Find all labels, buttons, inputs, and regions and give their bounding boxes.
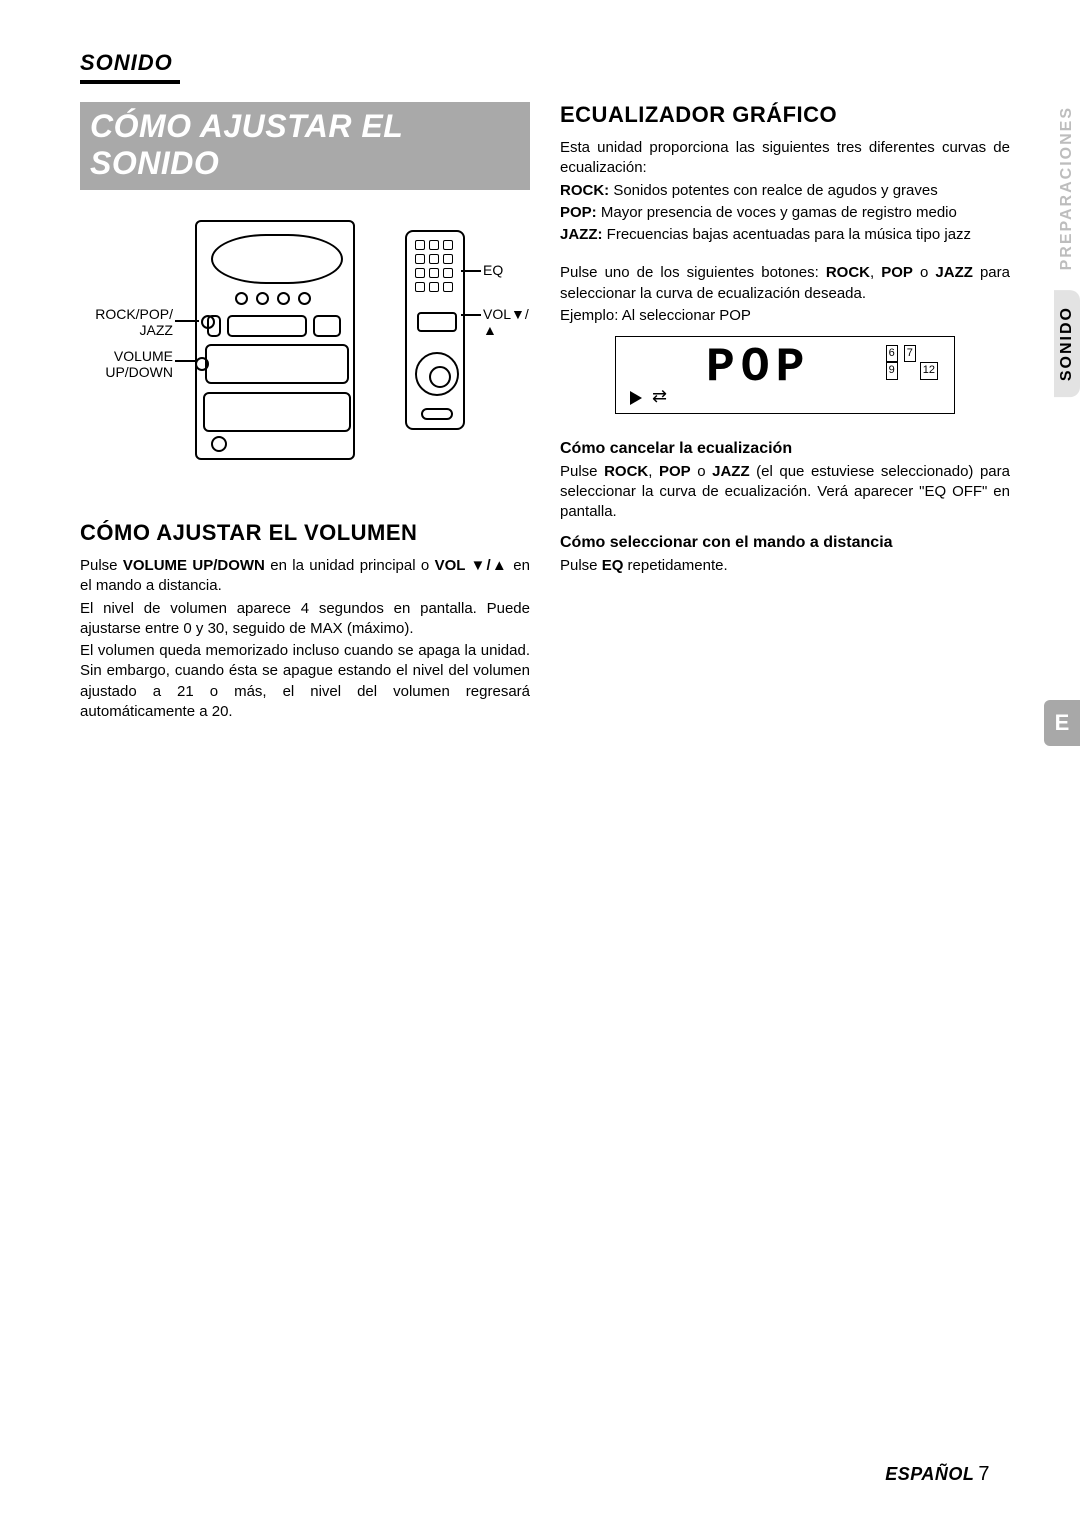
play-icon	[630, 391, 642, 405]
section-underline	[80, 80, 180, 84]
section-label: SONIDO	[80, 50, 1010, 76]
left-p2: El nivel de volumen aparece 4 segundos e…	[80, 599, 530, 640]
right-example: Ejemplo: Al seleccionar POP	[560, 306, 1010, 326]
tab-sonido: SONIDO	[1054, 290, 1080, 397]
lcd-display: POP 67 912 ⇄	[615, 336, 955, 414]
fig-label-vol: VOL▼/▲	[483, 306, 529, 338]
right-jazz: JAZZ: Frecuencias bajas acentuadas para …	[560, 225, 1010, 245]
right-select: Pulse uno de los siguientes botones: ROC…	[560, 263, 1010, 304]
title-banner: CÓMO AJUSTAR EL SONIDO	[80, 102, 530, 190]
fig-label-rockpopjazz-2: JAZZ	[140, 322, 173, 338]
shuffle-icon: ⇄	[652, 386, 665, 407]
page-footer: ESPAÑOL7	[885, 1463, 990, 1486]
lcd-text: POP	[706, 341, 810, 395]
remote-text: Pulse EQ repetidamente.	[560, 556, 1010, 576]
main-unit-illustration	[195, 220, 355, 460]
language-tab: E	[1044, 700, 1080, 746]
cancel-text: Pulse ROCK, POP o JAZZ (el que estuviese…	[560, 462, 1010, 523]
right-intro: Esta unidad proporciona las siguientes t…	[560, 138, 1010, 179]
left-heading: CÓMO AJUSTAR EL VOLUMEN	[80, 520, 530, 546]
left-p3: El volumen queda memorizado incluso cuan…	[80, 641, 530, 722]
left-p1: Pulse VOLUME UP/DOWN en la unidad princi…	[80, 556, 530, 597]
fig-label-volume-1: VOLUME	[114, 348, 173, 364]
fig-label-rockpopjazz-1: ROCK/POP/	[95, 306, 173, 322]
side-tabs: PREPARACIONES SONIDO	[1054, 90, 1080, 402]
remote-illustration	[405, 230, 465, 430]
footer-lang: ESPAÑOL	[885, 1464, 974, 1484]
tab-preparaciones: PREPARACIONES	[1054, 90, 1080, 286]
right-heading: ECUALIZADOR GRÁFICO	[560, 102, 1010, 128]
fig-label-volume-2: UP/DOWN	[105, 364, 173, 380]
cancel-heading: Cómo cancelar la ecualización	[560, 438, 1010, 460]
right-rock: ROCK: Sonidos potentes con realce de agu…	[560, 181, 1010, 201]
footer-page: 7	[978, 1463, 990, 1485]
device-figure: ROCK/POP/ JAZZ VOLUME UP/DOWN EQ VOL▼/▲	[105, 220, 505, 490]
remote-heading: Cómo seleccionar con el mando a distanci…	[560, 532, 1010, 554]
lcd-icons: 67 912	[886, 345, 938, 380]
fig-label-eq: EQ	[483, 262, 503, 278]
right-pop: POP: Mayor presencia de voces y gamas de…	[560, 203, 1010, 223]
